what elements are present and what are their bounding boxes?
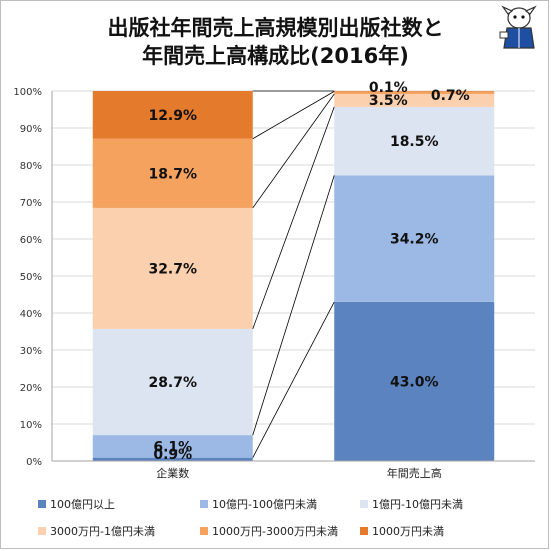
legend-item: 100億円以上 [38, 496, 115, 512]
legend-label: 1000万円-3000万円未満 [212, 525, 338, 538]
y-tick-label: 50% [20, 272, 42, 283]
legend-swatch [200, 500, 208, 508]
chart-title-line-1: 出版社年間売上高規模別出版社数と [107, 16, 444, 40]
data-label: 0.7% [431, 88, 470, 104]
data-label: 0.9% [153, 447, 192, 463]
connector-line [252, 106, 335, 330]
x-category-label: 企業数 [156, 466, 189, 480]
connector-line [252, 91, 335, 140]
legend-swatch [360, 527, 368, 535]
y-axis: 0% 10% 20% 30% 40% 50% 60% 70% 80% 90% 100% [13, 87, 53, 468]
y-tick-label: 20% [20, 383, 42, 394]
x-category-label: 年間売上高 [387, 466, 442, 480]
data-label: 28.7% [148, 375, 197, 391]
legend-swatch [38, 527, 46, 535]
legend-swatch [360, 500, 368, 508]
y-tick-label: 100% [13, 87, 42, 98]
data-label: 12.9% [148, 108, 197, 124]
connector-line [252, 301, 335, 458]
bar-segment [334, 106, 495, 176]
data-label: 3.5% [369, 93, 408, 109]
data-label: 6.1% [153, 439, 192, 455]
legend-item: 1000万円未満 [360, 523, 444, 539]
legend-item: 10億円-100億円未満 [200, 496, 317, 512]
bar-segment [92, 457, 253, 461]
bar-segment [92, 91, 253, 139]
bar-segment [334, 91, 495, 94]
data-label: 43.0% [390, 374, 439, 390]
legend-item: 1億円-10億円未満 [360, 496, 463, 512]
legend-label: 100億円以上 [50, 498, 115, 511]
data-label: 32.7% [148, 261, 197, 277]
legend-item: 3000万円-1億円未満 [38, 523, 155, 539]
bar-segment [92, 138, 253, 208]
legend-swatch [200, 527, 208, 535]
y-tick-label: 0% [26, 457, 42, 468]
legend-item: 1000万円-3000万円未満 [200, 523, 338, 539]
y-tick-label: 30% [20, 346, 42, 357]
legend-label: 1億円-10億円未満 [372, 498, 463, 511]
y-tick-label: 70% [20, 198, 42, 209]
data-label: 18.5% [390, 134, 439, 150]
legend-swatch [38, 500, 46, 508]
legend-label: 3000万円-1億円未満 [50, 525, 155, 538]
connector-line [252, 175, 335, 436]
x-axis: 企業数 年間売上高 [52, 460, 535, 480]
data-label: 18.7% [148, 166, 197, 182]
data-label: 34.2% [390, 232, 439, 248]
y-tick-label: 10% [20, 420, 42, 431]
legend-label: 10億円-100億円未満 [212, 498, 317, 511]
bar-segment [92, 435, 253, 458]
data-labels: 6.1% 28.7% 32.7% 18.7% 12.9% 0.9% 43.0% 34.2% 18… [148, 80, 469, 463]
bars [92, 91, 495, 461]
legend-label: 1000万円未満 [372, 525, 444, 538]
connector-lines [252, 90, 335, 458]
bar-segment [334, 301, 495, 461]
data-label: 0.1% [369, 80, 408, 96]
bar-segment [92, 328, 253, 436]
mascot-icon [497, 4, 541, 56]
y-tick-label: 40% [20, 309, 42, 320]
chart-title-line-2: 年間売上高構成比(2016年) [142, 44, 409, 68]
y-tick-label: 60% [20, 235, 42, 246]
bar-segment [92, 207, 253, 329]
bar-segment [334, 175, 495, 302]
connector-line [252, 93, 335, 209]
y-tick-label: 80% [20, 161, 42, 172]
bar-segment [334, 93, 495, 107]
y-tick-label: 90% [20, 124, 42, 135]
